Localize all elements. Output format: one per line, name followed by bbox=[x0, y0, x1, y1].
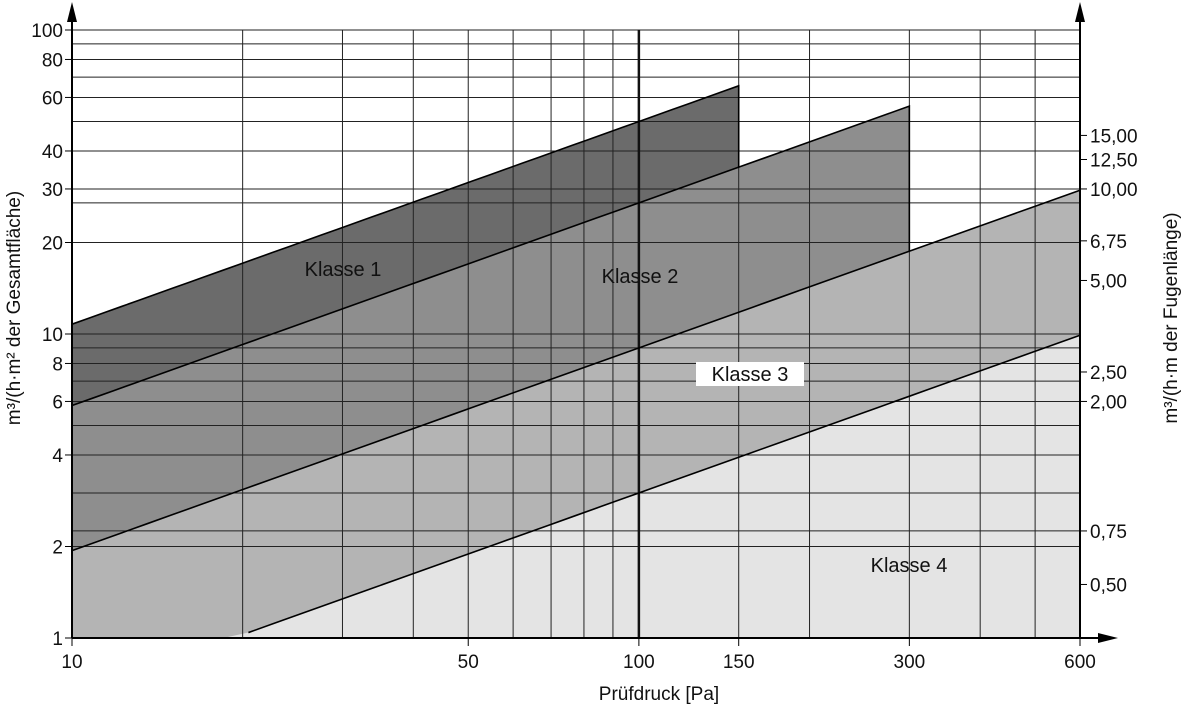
y-tick-label-left: 2 bbox=[52, 537, 63, 558]
y-axis-title-right: m³/(h·m der Fugenlänge) bbox=[1161, 212, 1182, 423]
y-tick-label-left: 30 bbox=[42, 180, 63, 201]
y-tick-label-right: 5,00 bbox=[1090, 271, 1127, 292]
x-tick-label: 300 bbox=[894, 652, 926, 673]
y-tick-label-left: 1 bbox=[52, 629, 63, 650]
tick-labels: 1 2 4 6 8 10 20 30 40 60 80 100 0,50 0,75 2,00 2,50 5,00… bbox=[31, 21, 1137, 673]
y-tick-label-left: 8 bbox=[52, 354, 63, 375]
y-tick-label-left: 20 bbox=[42, 233, 63, 254]
y-tick-label-left: 80 bbox=[42, 50, 63, 71]
label-klasse-2: Klasse 2 bbox=[602, 266, 679, 288]
y-tick-label-right: 15,00 bbox=[1090, 126, 1138, 147]
zone-labels: Klasse 1 Klasse 2 Klasse 3 Klasse 4 bbox=[305, 259, 948, 577]
label-klasse-3: Klasse 3 bbox=[712, 364, 789, 386]
x-tick-label: 10 bbox=[61, 652, 82, 673]
axes bbox=[67, 2, 1118, 643]
x-axis-title: Prüfdruck [Pa] bbox=[599, 684, 719, 705]
y-tick-label-left: 40 bbox=[42, 142, 63, 163]
y-axis-title-left: m³/(h·m² der Gesamtfläche) bbox=[4, 191, 25, 425]
y-tick-label-left: 100 bbox=[31, 21, 63, 42]
y-tick-label-left: 60 bbox=[42, 88, 63, 109]
label-klasse-3-wrap: Klasse 3 bbox=[696, 362, 804, 386]
boundary-class-3 bbox=[71, 189, 1081, 552]
y-tick-label-right: 2,50 bbox=[1090, 363, 1127, 384]
y-tick-label-right: 10,00 bbox=[1090, 180, 1138, 201]
y-tick-label-right: 0,75 bbox=[1090, 522, 1127, 543]
label-klasse-4: Klasse 4 bbox=[871, 555, 948, 577]
y-tick-label-right: 12,50 bbox=[1090, 150, 1138, 171]
grid-lines bbox=[72, 29, 1080, 639]
x-tick-label: 150 bbox=[723, 652, 755, 673]
y-tick-label-left: 6 bbox=[52, 392, 63, 413]
y-tick-label-left: 4 bbox=[52, 446, 63, 467]
x-tick-label: 600 bbox=[1064, 652, 1096, 673]
boundary-class-2 bbox=[71, 105, 911, 407]
y-tick-label-right: 6,75 bbox=[1090, 232, 1127, 253]
boundary-class-4 bbox=[248, 334, 1081, 634]
x-tick-label: 100 bbox=[623, 652, 655, 673]
y-axis-left-arrow bbox=[67, 2, 77, 22]
area-class-4 bbox=[72, 335, 1080, 638]
y-axis-right-arrow bbox=[1075, 2, 1085, 22]
y-tick-label-left: 10 bbox=[42, 325, 63, 346]
label-klasse-1: Klasse 1 bbox=[305, 259, 382, 281]
x-tick-label: 50 bbox=[458, 652, 479, 673]
class-boundaries bbox=[71, 84, 1081, 634]
boundary-class-1 bbox=[71, 84, 740, 325]
y-tick-label-right: 0,50 bbox=[1090, 575, 1127, 596]
label-klasse-3-bg bbox=[696, 362, 804, 386]
y-tick-label-right: 2,00 bbox=[1090, 392, 1127, 413]
x-axis-arrow bbox=[1098, 633, 1118, 643]
class-areas bbox=[72, 85, 1080, 638]
